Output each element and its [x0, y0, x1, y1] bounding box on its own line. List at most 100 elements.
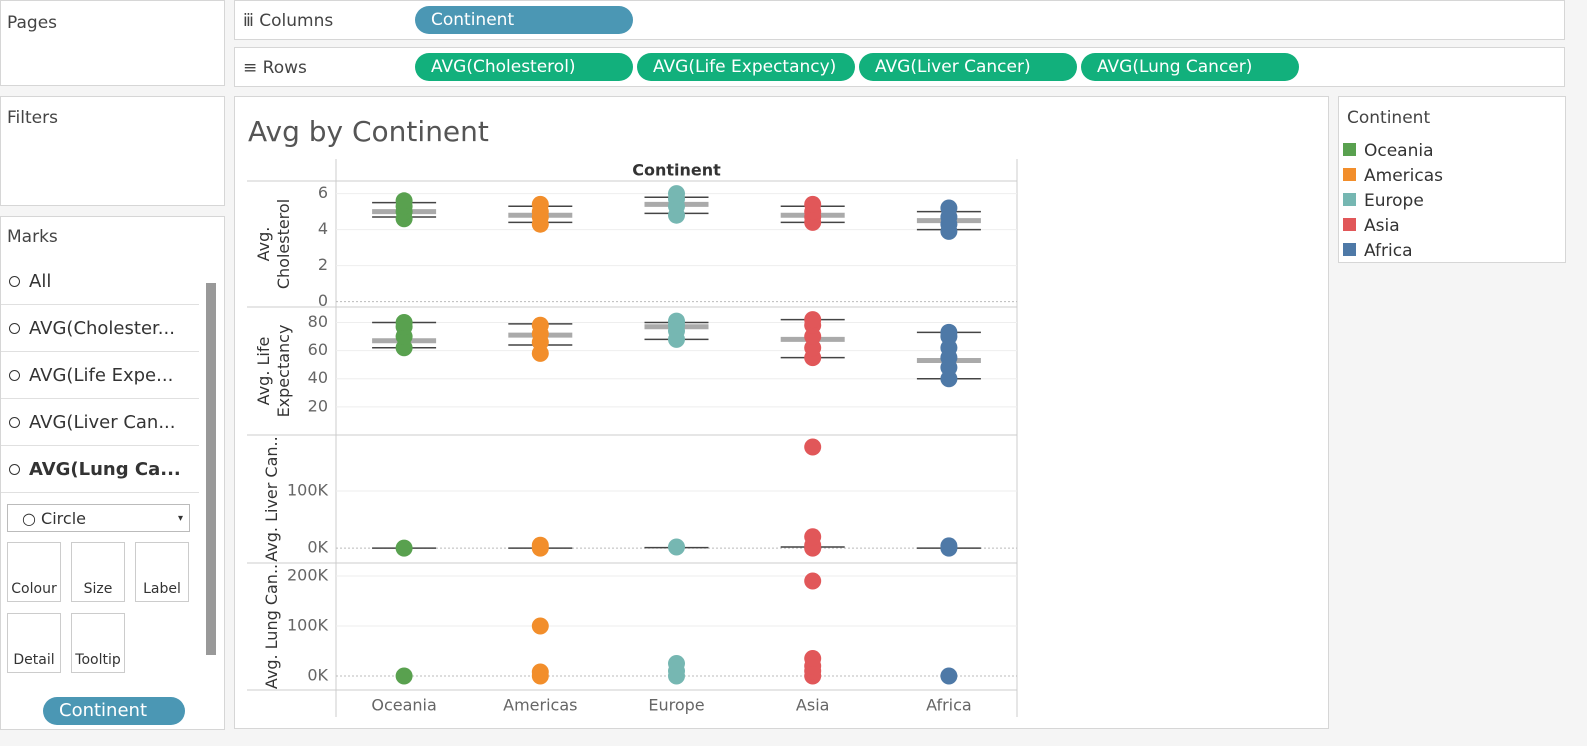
- y-tick-label: 100K: [287, 616, 329, 635]
- y-axis-title: Avg.Cholesterol: [254, 199, 293, 289]
- row-pill[interactable]: AVG(Lung Cancer): [1081, 53, 1299, 81]
- dot: [531, 663, 549, 681]
- mark-type: Circle: [41, 509, 86, 528]
- legend-item[interactable]: Americas: [1343, 166, 1443, 186]
- dot: [804, 195, 822, 213]
- dot: [804, 528, 822, 546]
- dot: [668, 655, 685, 672]
- mark-button[interactable]: Detail: [7, 613, 61, 673]
- x-tick-label: Americas: [503, 696, 577, 715]
- y-axis-title-line: Cholesterol: [274, 199, 293, 289]
- y-axis-title-line: Avg.: [254, 227, 273, 262]
- dot: [804, 572, 822, 590]
- legend-label: Oceania: [1364, 141, 1434, 161]
- mark-button[interactable]: Tooltip: [71, 613, 125, 673]
- dot: [940, 323, 958, 341]
- dot: [804, 650, 822, 667]
- dot: [940, 537, 958, 555]
- dot: [804, 311, 822, 329]
- y-tick-label: 0K: [307, 538, 328, 557]
- y-axis-title: Avg. LifeExpectancy: [254, 325, 293, 418]
- y-axis-title-line: Avg. Lung Can..: [262, 564, 281, 689]
- filters-title: Filters: [7, 108, 58, 128]
- x-tick-label: Europe: [648, 696, 704, 715]
- columns-label-text: Columns: [259, 11, 334, 31]
- dot: [531, 195, 549, 213]
- y-tick-label: 200K: [287, 566, 329, 585]
- y-tick-label: 60: [308, 340, 328, 359]
- dot: [531, 617, 549, 635]
- chart: Avg by Continent Continent 0 2 4 6 Avg.Cholest…: [247, 115, 1018, 717]
- row-pill[interactable]: AVG(Life Expectancy): [637, 53, 855, 81]
- columns-label: ⅲ Columns: [243, 11, 334, 31]
- legend: Continent Oceania Americas Europe Asia Afric…: [1338, 96, 1566, 263]
- dot: [395, 539, 413, 557]
- rows-label-text: Rows: [262, 58, 307, 78]
- view: Avg by Continent Continent 0 2 4 6 Avg.Cholest…: [234, 96, 1329, 729]
- chart-title: Avg by Continent: [248, 115, 489, 148]
- y-tick-label: 0: [318, 291, 328, 310]
- dot: [940, 667, 958, 685]
- x-axis-title: Continent: [632, 161, 721, 180]
- dot: [395, 667, 413, 685]
- marks-card[interactable]: AVG(Lung Ca...: [1, 447, 199, 493]
- y-tick-label: 4: [318, 219, 328, 238]
- legend-item[interactable]: Oceania: [1343, 141, 1434, 161]
- x-tick-label: Asia: [796, 696, 830, 715]
- dot: [531, 316, 549, 334]
- column-pill[interactable]: Continent: [415, 6, 633, 34]
- y-tick-label: 20: [308, 396, 328, 415]
- y-tick-label: 100K: [287, 481, 329, 500]
- dot: [804, 438, 822, 456]
- row-pill[interactable]: AVG(Cholesterol): [415, 53, 633, 81]
- filters-panel: Filters: [0, 96, 225, 206]
- pages-panel: Pages: [0, 0, 225, 86]
- legend-label: Africa: [1364, 241, 1413, 261]
- mark-button[interactable]: Colour: [7, 542, 61, 602]
- scrollbar[interactable]: [206, 283, 216, 655]
- marks-card[interactable]: AVG(Cholester...: [1, 306, 199, 352]
- dot: [668, 312, 685, 330]
- y-tick-label: 6: [318, 183, 328, 202]
- legend-label: Americas: [1364, 166, 1443, 186]
- legend-item[interactable]: Asia: [1343, 216, 1400, 236]
- legend-swatch: [1343, 218, 1356, 231]
- y-axis-title-line: Avg. Liver Can..: [262, 436, 281, 561]
- legend-title: Continent: [1347, 108, 1431, 128]
- x-tick-label: Oceania: [371, 696, 436, 715]
- row-pill[interactable]: AVG(Liver Cancer): [859, 53, 1077, 81]
- legend-label: Europe: [1364, 191, 1424, 211]
- y-tick-label: 40: [308, 368, 328, 387]
- dot: [668, 538, 685, 556]
- dot: [395, 313, 413, 331]
- dot: [668, 185, 685, 203]
- marks-panel: Marks ○ Circle ▾ All AVG(Cholester... AVG(L…: [0, 216, 225, 730]
- pages-title: Pages: [7, 13, 58, 33]
- colour-pill[interactable]: Continent: [43, 697, 185, 725]
- mark-button[interactable]: Size: [71, 542, 125, 602]
- legend-swatch: [1343, 143, 1356, 156]
- marks-card[interactable]: AVG(Life Expe...: [1, 353, 199, 399]
- legend-swatch: [1343, 193, 1356, 206]
- legend-item[interactable]: Europe: [1343, 191, 1424, 211]
- x-tick-label: Africa: [926, 696, 972, 715]
- legend-swatch: [1343, 168, 1356, 181]
- dot: [531, 536, 549, 554]
- legend-item[interactable]: Africa: [1343, 241, 1413, 261]
- y-tick-label: 2: [318, 255, 328, 274]
- y-tick-label: 80: [308, 312, 328, 331]
- legend-swatch: [1343, 243, 1356, 256]
- rows-label: ≡ Rows: [243, 58, 307, 78]
- y-axis-title-line: Avg. Life: [254, 337, 273, 406]
- mark-type-dropdown[interactable]: ○ Circle ▾: [7, 504, 190, 532]
- dot: [940, 199, 958, 217]
- y-axis-title: Avg. Lung Can..: [262, 564, 281, 689]
- y-axis-title: Avg. Liver Can..: [262, 436, 281, 561]
- marks-card[interactable]: All: [1, 259, 199, 305]
- y-tick-label: 0K: [307, 666, 328, 685]
- mark-button[interactable]: Label: [135, 542, 189, 602]
- marks-card[interactable]: AVG(Liver Can...: [1, 400, 199, 446]
- marks-title: Marks: [7, 227, 58, 247]
- y-axis-title-line: Expectancy: [274, 325, 293, 418]
